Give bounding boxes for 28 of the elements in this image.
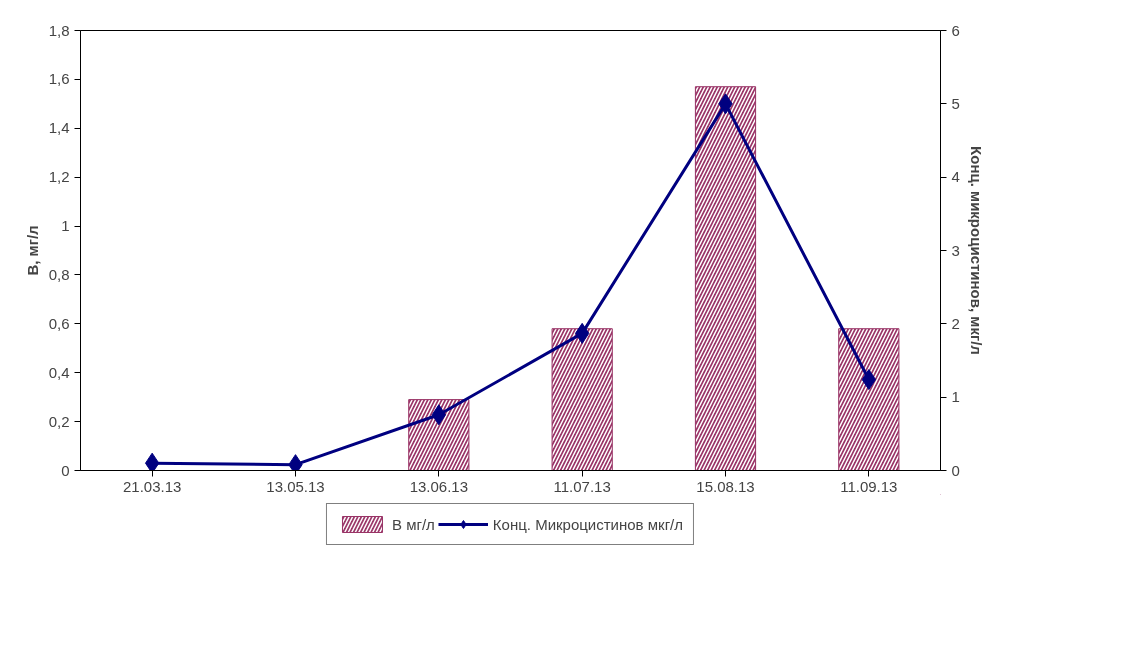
y-tick-label: 1,6 [48,70,70,88]
y-tick-label: 0,6 [48,314,70,332]
y-tick-label: 1,2 [48,168,70,186]
y-tick-label: 1,8 [48,21,70,39]
x-tick-label: 13.06.13 [409,477,469,495]
y2-tick-label: 1 [951,388,960,406]
x-tick-label: 21.03.13 [122,477,182,495]
x-tick-label: 11.07.13 [553,477,611,495]
y2-tick-label: 4 [951,168,960,186]
y2-tick-label: 5 [951,94,960,112]
point [145,452,160,471]
x-tick-label: 13.05.13 [266,477,325,495]
y-tick-label: 1 [61,217,70,235]
y-tick-label: 0 [61,461,70,479]
x-tick-label: 11.09.13 [840,477,898,495]
y2-axis-title: Конц. микроцистинов, мкг/л [967,146,985,355]
y-tick-label: 1,4 [48,119,70,137]
legend-label: Конц. Микроцистинов мкг/л [492,515,684,533]
x-tick-label: 15.08.13 [696,477,755,495]
y2-tick-label: 2 [951,314,960,332]
y2-tick-label: 6 [951,21,960,39]
legend-label: В мг/л [391,515,435,533]
y2-tick-label: 0 [951,461,960,479]
y2-tick-label: 3 [951,241,960,259]
y-tick-label: 0,8 [48,265,70,283]
y-axis-title: В, мг/л [23,225,41,276]
y-tick-label: 0,4 [48,363,70,381]
y-tick-label: 0,2 [48,412,70,430]
